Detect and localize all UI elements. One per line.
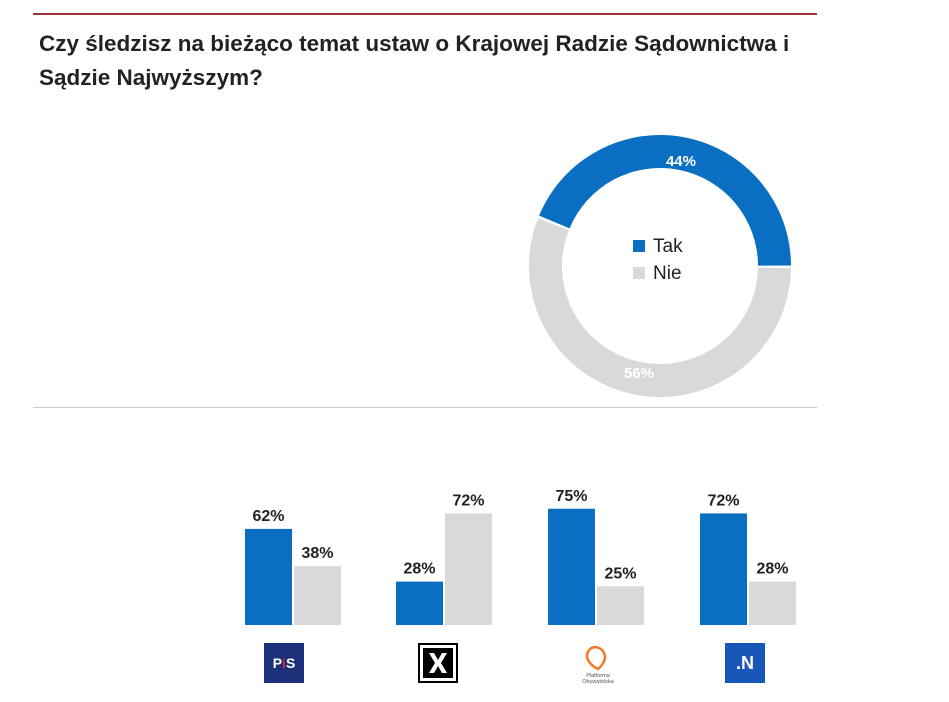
bar-label-nie-0: 38%: [301, 545, 333, 562]
legend-swatch-tak: [633, 240, 645, 252]
section-divider: [33, 407, 817, 408]
pis-logo-text-accent: i: [282, 655, 286, 671]
bar-label-tak-2: 75%: [555, 488, 587, 505]
bar-nie-2: [597, 586, 644, 625]
legend-swatch-nie: [633, 267, 645, 279]
legend-label-nie: Nie: [653, 263, 682, 284]
platforma-obywatelska-logo-icon: Platforma Obywatelska: [577, 643, 619, 685]
donut-chart: 44% 56% Tak Nie: [529, 135, 791, 397]
pis-logo-text-end: S: [285, 655, 296, 671]
bar-chart: 62% 38% 28% 72% 75% 25% 72% 28%: [245, 488, 796, 625]
kukiz-logo-icon: [418, 643, 458, 683]
bar-tak-1: [396, 581, 443, 625]
bar-label-nie-3: 28%: [756, 561, 788, 578]
bar-label-nie-2: 25%: [604, 565, 636, 582]
donut-slice-tak: [539, 135, 791, 266]
bar-label-tak-0: 62%: [252, 508, 284, 525]
chart-title: Czy śledzisz na bieżąco temat ustaw o Kr…: [39, 31, 790, 90]
nowoczesna-logo-text: .N: [736, 652, 754, 673]
bar-tak-2: [548, 508, 595, 625]
bar-label-nie-1: 72%: [452, 492, 484, 509]
kukiz-cross-icon: [423, 648, 453, 678]
donut-label-tak: 44%: [666, 153, 696, 170]
bar-label-tak-3: 72%: [707, 492, 739, 509]
po-heart-icon: Platforma Obywatelska: [582, 645, 615, 685]
po-logo-line1: Platforma: [586, 673, 610, 679]
top-rule: [33, 13, 817, 15]
po-logo-line2: Obywatelska: [582, 679, 614, 685]
bar-tak-0: [245, 528, 292, 625]
pis-logo-text-main: P: [272, 655, 283, 671]
nowoczesna-logo-icon: .N: [725, 643, 765, 683]
bar-nie-3: [749, 581, 796, 625]
donut-slice-nie: [529, 218, 791, 397]
bar-label-tak-1: 28%: [403, 561, 435, 578]
bar-nie-0: [294, 566, 341, 625]
bar-tak-3: [700, 513, 747, 625]
donut-label-nie: 56%: [624, 365, 654, 382]
bar-nie-1: [445, 513, 492, 625]
legend-label-tak: Tak: [653, 236, 683, 257]
